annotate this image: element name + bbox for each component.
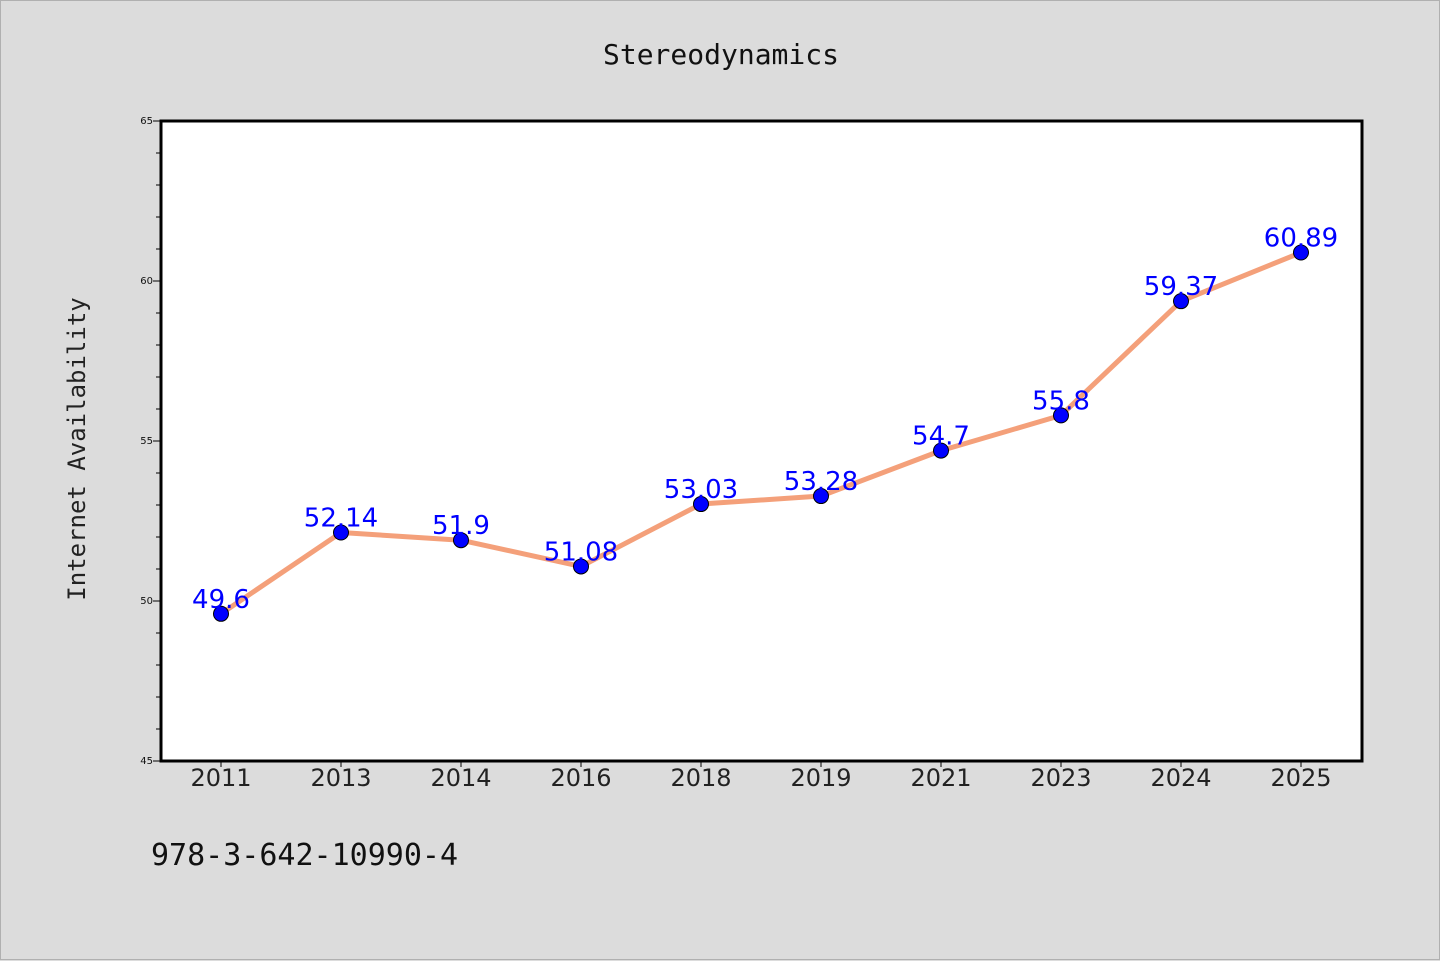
x-tick-label: 2024: [1150, 764, 1211, 792]
y-tick-label: 60: [140, 276, 153, 287]
data-label: 53.28: [784, 467, 858, 497]
data-point: [333, 524, 349, 541]
data-point: [573, 558, 589, 575]
data-label: 55.8: [1032, 386, 1090, 416]
data-point: [813, 488, 829, 505]
x-tick-label: 2014: [430, 764, 491, 792]
x-tick-label: 2025: [1270, 764, 1331, 792]
x-tick-label: 2023: [1030, 764, 1091, 792]
data-label: 52.14: [304, 504, 378, 534]
x-axis: 2011 2013 2014 2016 2018 2019 2021 2023 2024 2025: [190, 761, 1332, 792]
data-label: 54.7: [912, 422, 970, 452]
x-tick-label: 2016: [550, 764, 611, 792]
x-tick-label: 2021: [910, 764, 971, 792]
y-tick-label: 45: [140, 756, 153, 767]
x-tick-label: 2019: [790, 764, 851, 792]
data-label: 51.9: [432, 511, 490, 541]
data-point: [933, 442, 949, 459]
data-point: [213, 605, 229, 622]
data-label: 60.89: [1264, 224, 1338, 254]
y-tick-label: 55: [140, 436, 153, 447]
data-label: 53.03: [664, 475, 738, 505]
data-point: [1173, 293, 1189, 310]
x-tick-label: 2011: [190, 764, 251, 792]
data-point: [693, 496, 709, 513]
data-point: [1053, 407, 1069, 424]
y-tick-label: 65: [140, 116, 153, 127]
x-tick-label: 2013: [310, 764, 371, 792]
series-layer: [213, 244, 1309, 622]
y-axis: 45 50 55 60 65: [140, 116, 161, 767]
data-point: [1293, 244, 1309, 261]
footer-note: 978-3-642-10990-4: [151, 838, 458, 873]
plot-area: [159, 119, 1364, 763]
data-labels: 49.6 52.14 51.9 51.08 53.03 53.28 54.7 55.8 59.3…: [192, 224, 1338, 615]
chart-title: Stereodynamics: [603, 38, 839, 71]
y-axis-label: Internet Availability: [63, 297, 91, 600]
x-tick-label: 2018: [670, 764, 731, 792]
data-label: 59.37: [1144, 272, 1218, 302]
series-line: [218, 250, 1304, 617]
data-label: 51.08: [544, 537, 618, 567]
data-label: 49.6: [192, 585, 250, 615]
data-point: [453, 532, 469, 549]
y-tick-label: 50: [140, 596, 153, 607]
